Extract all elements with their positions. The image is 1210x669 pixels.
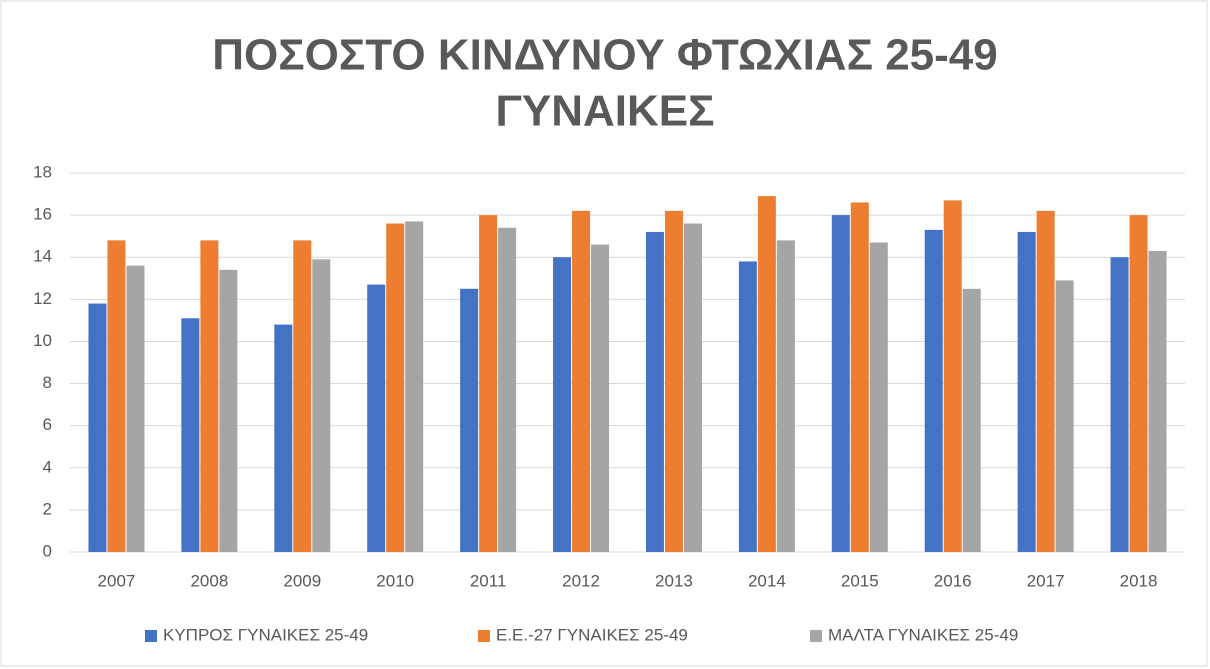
bar <box>126 265 145 552</box>
y-tick-label: 14 <box>33 247 52 266</box>
bar <box>386 223 405 553</box>
bar <box>1148 250 1167 552</box>
bar <box>181 318 200 552</box>
bar <box>591 244 610 553</box>
y-tick-label: 10 <box>33 331 52 350</box>
bar <box>1110 257 1129 552</box>
x-tick-label: 2015 <box>841 571 879 590</box>
y-tick-label: 16 <box>33 205 52 224</box>
bar <box>405 221 424 552</box>
x-tick-label: 2014 <box>748 571 786 590</box>
bar <box>645 231 664 552</box>
bar <box>1036 210 1055 552</box>
chart-title: ΓΥΝΑΙΚΕΣ <box>495 87 714 136</box>
bar <box>1055 280 1074 552</box>
bar <box>572 210 591 552</box>
bar <box>312 259 331 552</box>
bar <box>683 223 702 553</box>
bar <box>479 215 498 552</box>
bar <box>1129 215 1148 552</box>
x-tick-label: 2012 <box>562 571 600 590</box>
x-tick-label: 2018 <box>1120 571 1158 590</box>
bar <box>1017 231 1036 552</box>
y-tick-label: 0 <box>43 541 52 560</box>
bar <box>664 210 683 552</box>
bar <box>200 240 219 552</box>
bar <box>498 227 517 552</box>
x-tick-label: 2007 <box>98 571 136 590</box>
x-tick-label: 2009 <box>283 571 321 590</box>
bar <box>219 269 238 552</box>
bar <box>757 196 776 552</box>
bar <box>776 240 795 552</box>
legend-label: Ε.Ε.-27 ΓΥΝΑΙΚΕΣ 25-49 <box>496 625 688 644</box>
bar <box>831 215 850 552</box>
legend-label: ΚΥΠΡΟΣ ΓΥΝΑΙΚΕΣ 25-49 <box>163 625 368 644</box>
chart-title: ΠΟΣΟΣΤΟ ΚΙΝΔΥΝΟΥ ΦΤΩΧΙΑΣ 25-49 <box>212 31 997 80</box>
bar <box>869 242 888 552</box>
bar <box>738 261 757 552</box>
bar <box>924 229 943 552</box>
bar <box>88 303 107 552</box>
bar <box>293 240 312 552</box>
legend-label: ΜΑΛΤΑ ΓΥΝΑΙΚΕΣ 25-49 <box>828 625 1018 644</box>
y-tick-label: 4 <box>43 457 52 476</box>
legend-swatch <box>478 630 490 642</box>
x-tick-label: 2013 <box>655 571 693 590</box>
bar <box>553 257 572 552</box>
y-tick-label: 8 <box>43 373 52 392</box>
y-tick-label: 2 <box>43 499 52 518</box>
y-tick-label: 12 <box>33 289 52 308</box>
x-tick-label: 2016 <box>934 571 972 590</box>
y-tick-label: 18 <box>33 162 52 181</box>
y-tick-label: 6 <box>43 415 52 434</box>
x-tick-label: 2011 <box>470 571 507 590</box>
bar <box>943 200 962 552</box>
bar <box>962 288 981 552</box>
bar <box>850 202 869 552</box>
x-tick-label: 2010 <box>376 571 414 590</box>
bar <box>460 288 479 552</box>
legend-swatch <box>810 630 822 642</box>
legend-swatch <box>145 630 157 642</box>
bar <box>107 240 126 552</box>
bar <box>274 324 293 552</box>
x-tick-label: 2008 <box>190 571 228 590</box>
x-tick-label: 2017 <box>1027 571 1065 590</box>
bar <box>367 284 386 552</box>
